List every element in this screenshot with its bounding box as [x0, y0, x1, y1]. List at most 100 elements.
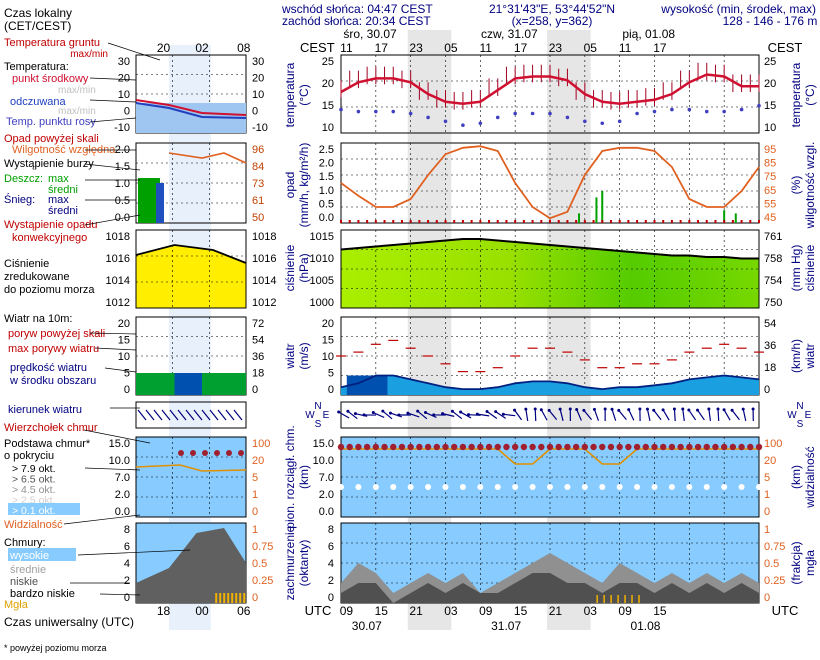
tick-right: 1016	[252, 253, 276, 265]
temp-right-title: temperatura	[789, 62, 803, 127]
tick-left: 0.0	[319, 212, 334, 224]
tick-left: 20	[322, 78, 334, 90]
legend-temp-ground: Temperatura gruntu	[4, 37, 100, 49]
tick-right: 0	[764, 384, 770, 396]
wind-dir-head	[751, 407, 755, 411]
bottom-hour-label: 21	[409, 604, 423, 618]
tick-left: 0	[328, 592, 334, 604]
tick-right: 761	[764, 231, 782, 243]
dew-point-dot	[635, 111, 639, 116]
legend-rain-max: max	[48, 173, 69, 185]
conv-marker	[479, 220, 482, 223]
cloud-base-dot	[494, 484, 501, 490]
cloud-top-dot	[712, 443, 719, 451]
tick-right: 100	[252, 438, 270, 450]
cloud-base-dot	[756, 484, 762, 490]
cloud-left-title: pion. rozciągł. chm.	[283, 425, 297, 528]
cloud-top-dot	[433, 443, 440, 451]
dew-point-dot	[408, 111, 413, 116]
wind-dir-head	[681, 407, 685, 411]
legend-connector	[89, 77, 137, 81]
legend-wind-dir-arrow	[233, 409, 243, 421]
cloud-base-dot	[651, 484, 658, 490]
dew-point-dot	[617, 119, 622, 124]
tick-left: 2	[328, 575, 334, 587]
dew-point-dot	[704, 109, 709, 114]
conv-marker	[514, 220, 517, 223]
cloud-top-dot	[686, 443, 693, 451]
wind-dir-head	[696, 408, 700, 412]
conv-marker	[679, 220, 682, 223]
cloud-top-dot	[346, 443, 353, 451]
cloud-base-dot	[564, 484, 571, 490]
tick-left: 15.0	[109, 438, 130, 450]
conv-marker	[522, 220, 525, 223]
cloud-top-dot	[546, 443, 554, 451]
legend-cloud-top: Wierzchołek chmur	[4, 422, 98, 434]
dew-point-dot	[583, 119, 587, 124]
wind-dir-head	[450, 409, 454, 413]
top-hour-label: 17	[653, 41, 667, 55]
tick-right: 84	[252, 161, 264, 173]
legend-fog-bar	[235, 593, 238, 603]
conv-marker	[714, 220, 717, 223]
legend-dew: Temp. punktu rosy	[6, 116, 96, 128]
tick-right: 750	[764, 297, 782, 309]
top-hour-label: 11	[340, 41, 353, 55]
dew-point-dot	[356, 109, 361, 114]
wind-dir-head	[397, 413, 401, 417]
temp-left-title: temperatura	[283, 62, 297, 127]
wind-dir-arrow	[646, 409, 651, 421]
tick-right: 54	[764, 318, 776, 330]
wind-dir-head	[617, 408, 621, 412]
cloud-base-dot	[407, 484, 414, 490]
legend-wind-dir-arrow	[177, 409, 187, 421]
cloud-top-dot	[337, 443, 345, 451]
tick-right: -10	[252, 122, 268, 134]
tick-right: 0	[252, 592, 258, 604]
cloud-top-dot	[607, 443, 615, 451]
cloud-base-dot	[477, 484, 484, 490]
cloud-base-dot	[599, 484, 606, 490]
wind-dir-arrow	[525, 408, 529, 422]
panel-frame	[135, 229, 247, 309]
cloud-top-dot	[372, 443, 380, 451]
bottom-hour-label: 21	[549, 604, 563, 618]
conv-marker	[688, 220, 691, 223]
legend-rain: Deszcz:	[4, 173, 43, 185]
conv-marker	[496, 220, 499, 223]
legend-temp-ground-sub: max/min	[70, 49, 108, 60]
tick-left: 5	[328, 368, 334, 380]
legend-cl-high: wysokie	[9, 550, 49, 562]
wind-speed-area	[341, 375, 759, 395]
conv-marker	[357, 220, 360, 223]
tick-left: 5	[124, 368, 130, 380]
legend-hour-top: 20	[157, 41, 171, 55]
wind-dir-arrow	[338, 411, 350, 419]
wind-dir-head	[730, 408, 734, 412]
wind-speed-line	[340, 374, 760, 391]
conv-marker	[418, 220, 421, 223]
cloud-top-dot	[590, 443, 597, 451]
legend-connector	[77, 549, 191, 556]
elevation-values: 128 - 146 - 176 m	[723, 14, 818, 28]
legend-cover-area	[136, 528, 246, 603]
wind-dir-head	[603, 407, 607, 411]
cloud-top-dot	[747, 443, 754, 451]
wind-dir-head	[416, 409, 420, 413]
tick-left: 25	[322, 56, 334, 68]
legend-cloud-dot	[238, 450, 244, 456]
conv-marker	[366, 220, 369, 223]
wind-dir-arrow	[559, 409, 564, 421]
top-hour-label: 17	[514, 41, 528, 55]
legend-temp-maxmin: max/min	[58, 85, 96, 96]
cloud-base-dot	[668, 484, 675, 490]
temp-right-unit: (°C)	[803, 84, 817, 105]
cloud-top-dot	[477, 443, 484, 451]
tick-right: 0.75	[252, 541, 273, 553]
wind-dir-arrow	[688, 409, 697, 421]
legend-local-time-sub: (CET/CEST)	[4, 19, 71, 33]
legend-connector	[84, 214, 141, 226]
cloud-base-dot	[355, 484, 362, 490]
legend-cl-vlow: bardzo niskie	[10, 588, 75, 600]
